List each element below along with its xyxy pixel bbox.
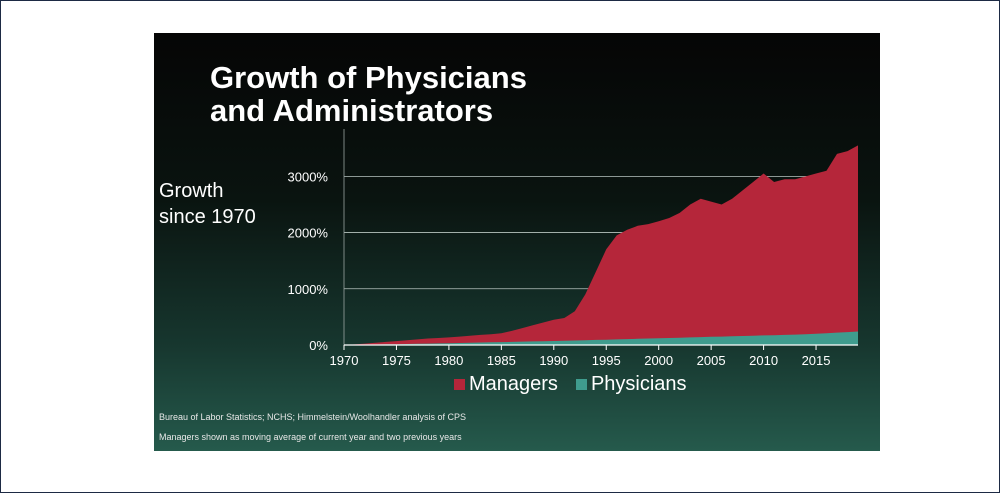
title-line-2: and Administrators bbox=[210, 93, 494, 128]
x-tick-label-2015: 2015 bbox=[802, 353, 831, 368]
x-tick-label-1975: 1975 bbox=[382, 353, 411, 368]
y-tick-label-0: 0% bbox=[309, 338, 328, 353]
x-tick-label-2000: 2000 bbox=[644, 353, 673, 368]
x-tick-label-1990: 1990 bbox=[539, 353, 568, 368]
legend-item-physicians: Physicians bbox=[575, 373, 687, 396]
method-note: Managers shown as moving average of curr… bbox=[159, 432, 462, 442]
y-tick-label-2000: 2000% bbox=[288, 226, 329, 241]
chart-svg: 0% 1000% 2000% 3000% 1970 1975 1980 1985 1990 199… bbox=[288, 129, 858, 368]
source-note: Bureau of Labor Statistics; NCHS; Himmel… bbox=[159, 412, 466, 422]
area-series-physicians bbox=[344, 331, 858, 345]
legend-swatch-physicians bbox=[575, 379, 587, 390]
x-tick-label-1970: 1970 bbox=[330, 353, 359, 368]
chart-title: Growth of Physicians and Administrators bbox=[210, 61, 630, 127]
x-tick-label-1980: 1980 bbox=[434, 353, 463, 368]
legend: Managers Physicians bbox=[454, 373, 705, 396]
area-series-managers bbox=[344, 145, 858, 345]
legend-label-physicians: Physicians bbox=[590, 373, 687, 395]
legend-swatch-managers bbox=[454, 379, 465, 390]
y-axis-label: Growth since 1970 bbox=[159, 178, 279, 230]
slide: Growth of Physicians and Administrators … bbox=[154, 33, 880, 451]
x-tick-label-2005: 2005 bbox=[697, 353, 726, 368]
y-tick-label-1000: 1000% bbox=[288, 282, 329, 297]
y-axis-label-line-2: since 1970 bbox=[159, 206, 256, 228]
x-tick-label-2010: 2010 bbox=[749, 353, 778, 368]
x-tick-label-1985: 1985 bbox=[487, 353, 516, 368]
y-tick-label-3000: 3000% bbox=[288, 169, 329, 184]
legend-label-managers: Managers bbox=[469, 373, 558, 395]
legend-item-managers: Managers bbox=[454, 373, 558, 396]
title-line-1: Growth of Physicians bbox=[210, 60, 527, 95]
y-axis-label-line-1: Growth bbox=[159, 180, 224, 202]
x-tick-label-1995: 1995 bbox=[592, 353, 621, 368]
